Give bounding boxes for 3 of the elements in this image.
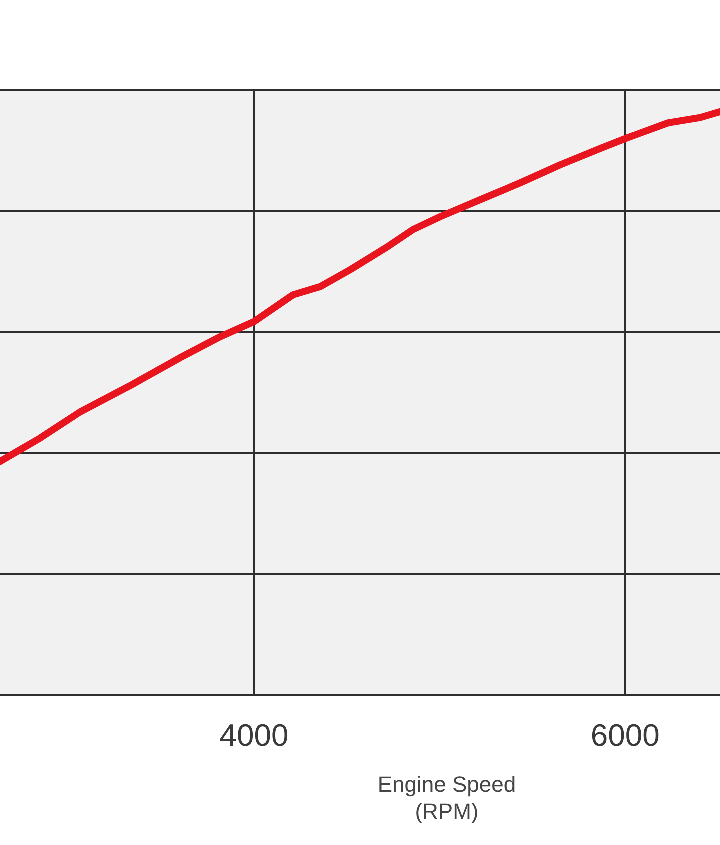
x-tick-label: 4000: [220, 718, 289, 753]
x-axis-title: Engine Speed (RPM): [378, 772, 516, 824]
x-tick-label: 6000: [590, 718, 660, 753]
